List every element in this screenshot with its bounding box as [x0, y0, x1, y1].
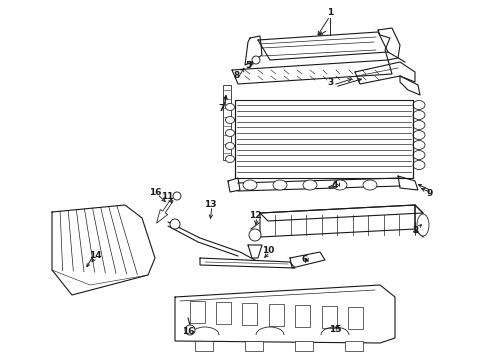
Text: 2: 2: [412, 225, 418, 234]
Text: 3: 3: [327, 77, 333, 86]
Circle shape: [249, 229, 261, 241]
Text: 16: 16: [182, 328, 194, 337]
Bar: [190, 301, 205, 323]
Text: 7: 7: [219, 104, 225, 113]
Ellipse shape: [243, 180, 257, 190]
Ellipse shape: [225, 143, 235, 149]
Bar: [348, 307, 363, 329]
Ellipse shape: [225, 117, 235, 123]
Ellipse shape: [417, 214, 429, 236]
Bar: [295, 341, 313, 351]
Ellipse shape: [273, 180, 287, 190]
Circle shape: [185, 325, 195, 335]
Ellipse shape: [413, 161, 425, 170]
Text: 16: 16: [149, 188, 161, 197]
Bar: [295, 305, 310, 327]
Circle shape: [252, 56, 260, 64]
Text: 11: 11: [161, 192, 173, 201]
Bar: [269, 304, 284, 326]
Text: 6: 6: [302, 256, 308, 265]
Text: 12: 12: [249, 211, 261, 220]
Circle shape: [170, 219, 180, 229]
Bar: [223, 85, 231, 160]
Ellipse shape: [363, 180, 377, 190]
Ellipse shape: [333, 180, 347, 190]
Ellipse shape: [413, 150, 425, 159]
Ellipse shape: [413, 121, 425, 130]
Ellipse shape: [225, 130, 235, 136]
Bar: [216, 302, 231, 324]
Bar: [322, 306, 337, 328]
Bar: [242, 303, 257, 325]
Bar: [245, 341, 263, 351]
Text: 9: 9: [427, 189, 433, 198]
Bar: [235, 100, 413, 178]
Text: 8: 8: [234, 71, 240, 80]
Ellipse shape: [225, 104, 235, 111]
Bar: [195, 341, 213, 351]
Text: 5: 5: [245, 60, 251, 69]
Text: 15: 15: [329, 325, 341, 334]
Ellipse shape: [413, 100, 425, 109]
Bar: [345, 341, 363, 351]
Ellipse shape: [413, 140, 425, 149]
Text: 1: 1: [327, 8, 333, 17]
Text: 14: 14: [89, 251, 101, 260]
Text: 13: 13: [204, 199, 216, 208]
Ellipse shape: [413, 131, 425, 140]
FancyArrow shape: [156, 199, 173, 223]
Text: 4: 4: [332, 180, 338, 189]
Ellipse shape: [303, 180, 317, 190]
Text: 10: 10: [262, 246, 274, 255]
Ellipse shape: [413, 111, 425, 120]
Ellipse shape: [225, 156, 235, 162]
Circle shape: [173, 192, 181, 200]
